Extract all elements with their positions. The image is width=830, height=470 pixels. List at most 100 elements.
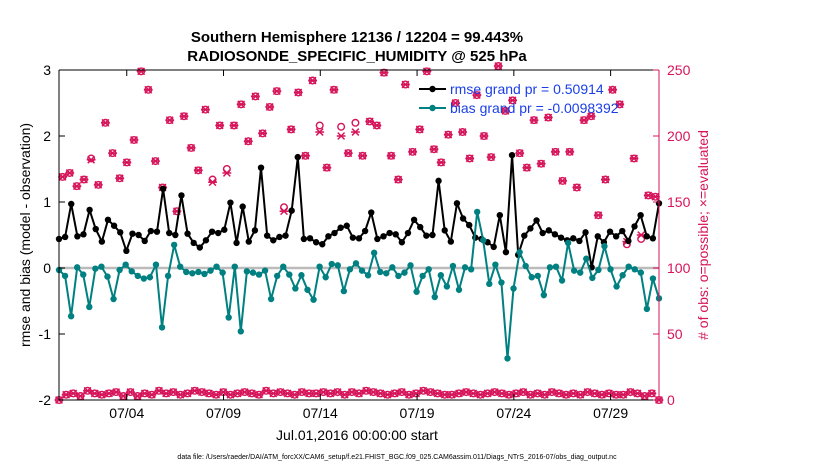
obs-evaluated-point <box>326 389 335 398</box>
rmse-point <box>74 233 81 240</box>
obs-evaluated-point <box>447 390 457 399</box>
obs-evaluated-point <box>243 137 253 146</box>
rmse-point <box>196 244 204 251</box>
bias-point <box>401 269 408 276</box>
obs-evaluated-point <box>572 183 582 192</box>
obs-evaluated-point <box>433 389 442 398</box>
obs-evaluated-point <box>633 389 642 398</box>
bias-point <box>340 287 348 295</box>
rmse-point <box>410 216 418 224</box>
obs-evaluated-point <box>547 388 557 397</box>
obs-evaluated-point <box>286 125 296 134</box>
obs-evaluated-point <box>272 87 282 96</box>
rmse-point <box>576 237 583 245</box>
obs-evaluated-point <box>68 389 78 398</box>
obs-count-series <box>54 62 664 405</box>
rmse-point <box>202 237 210 244</box>
rmse-point <box>245 238 252 245</box>
rmse-point <box>386 229 393 237</box>
obs-evaluated-point <box>643 191 653 200</box>
rmse-point <box>594 233 601 240</box>
bias-point <box>595 266 602 274</box>
rmse-point <box>98 238 106 245</box>
obs-evaluated-point <box>161 389 171 398</box>
bias-point <box>352 260 360 267</box>
obs-evaluated-point <box>558 176 567 185</box>
obs-evaluated-point <box>590 389 600 398</box>
rmse-point <box>141 237 148 245</box>
rmse-point <box>178 192 185 199</box>
obs-evaluated-point <box>415 125 425 134</box>
obs-evaluated-point <box>418 386 428 395</box>
rmse-point <box>527 225 534 232</box>
bias-point <box>455 286 463 293</box>
obs-evaluated-point <box>454 389 464 398</box>
bias-point <box>286 271 293 278</box>
rmse-point <box>417 223 424 231</box>
obs-evaluated-point <box>329 85 339 94</box>
obs-evaluated-point <box>58 172 67 181</box>
obs-evaluated-point <box>597 390 607 399</box>
bias-point <box>413 288 420 295</box>
legend-bias-label: bias grand pr = -0.0098392 <box>450 100 619 116</box>
y-tick-label: 1 <box>43 194 51 210</box>
rmse-point <box>288 207 295 214</box>
rmse-point <box>355 235 363 242</box>
obs-evaluated-point <box>554 389 564 398</box>
rmse-point <box>135 231 142 239</box>
rmse-point <box>374 235 381 243</box>
obs-evaluated-point <box>551 147 560 156</box>
obs-evaluated-point <box>268 389 278 398</box>
bias-point <box>189 270 196 277</box>
rmse-point <box>459 215 467 222</box>
y-tick-label: -1 <box>39 326 52 342</box>
bias-point <box>158 324 166 331</box>
obs-evaluated-point <box>126 388 135 397</box>
rmse-point <box>233 239 240 247</box>
obs-possible-point <box>87 154 96 163</box>
bias-point <box>389 264 396 271</box>
data-file-footnote: data file: /Users/raeder/DAI/ATM_forcXX/… <box>177 454 617 461</box>
rmse-point <box>441 227 448 234</box>
rmse-point <box>263 232 271 239</box>
rmse-point <box>361 227 369 235</box>
bias-point <box>261 267 269 274</box>
bias-point <box>237 328 245 335</box>
rmse-point <box>80 231 87 238</box>
bias-point <box>249 269 257 276</box>
obs-evaluated-point <box>129 136 139 144</box>
bias-point <box>201 270 208 278</box>
obs-evaluated-point <box>401 80 410 89</box>
obs-evaluated-point <box>247 389 257 398</box>
obs-evaluated-point <box>540 390 550 399</box>
obs-evaluated-point <box>133 392 142 400</box>
bias-point <box>643 305 651 313</box>
bias-point <box>473 208 481 216</box>
obs-evaluated-point <box>336 132 346 140</box>
obs-evaluated-point <box>368 388 378 397</box>
obs-evaluated-point <box>108 149 117 158</box>
y2-tick-label: 150 <box>667 194 691 210</box>
obs-evaluated-point <box>586 112 596 121</box>
obs-evaluated-point <box>501 106 510 115</box>
x-tick-label: 07/04 <box>109 405 144 421</box>
obs-evaluated-point <box>140 389 150 398</box>
obs-evaluated-point <box>651 192 660 201</box>
obs-evaluated-point <box>204 389 214 398</box>
bias-point <box>613 283 620 290</box>
bias-point <box>558 277 566 284</box>
obs-evaluated-point <box>61 390 71 399</box>
obs-evaluated-point <box>640 392 650 400</box>
obs-evaluated-point <box>615 100 625 109</box>
rmse-point <box>159 185 167 192</box>
bias-point <box>649 275 657 282</box>
obs-evaluated-point <box>354 389 364 398</box>
obs-evaluated-point <box>365 117 375 126</box>
x-axis-label: Jul.01,2016 00:00:00 start <box>276 427 438 443</box>
rmse-point <box>110 222 118 229</box>
obs-evaluated-point <box>197 388 207 397</box>
rmse-point <box>404 229 412 237</box>
bias-point <box>383 270 390 277</box>
obs-evaluated-point <box>226 390 235 399</box>
obs-evaluated-point <box>404 390 414 399</box>
